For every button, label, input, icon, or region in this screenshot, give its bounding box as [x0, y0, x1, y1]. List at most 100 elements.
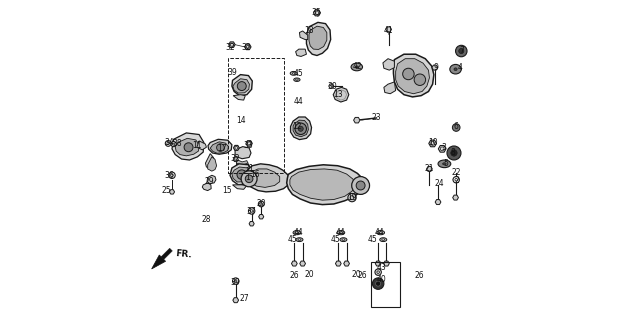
Circle shape	[171, 174, 173, 177]
Text: 45: 45	[287, 235, 297, 244]
Polygon shape	[426, 166, 433, 172]
Text: 20: 20	[304, 269, 314, 279]
Text: 3: 3	[441, 143, 446, 152]
Polygon shape	[249, 221, 254, 226]
Ellipse shape	[295, 232, 298, 234]
Polygon shape	[207, 175, 216, 184]
Polygon shape	[233, 79, 250, 93]
Circle shape	[169, 172, 175, 179]
Ellipse shape	[298, 239, 301, 240]
Polygon shape	[333, 87, 349, 102]
Text: 17: 17	[218, 144, 227, 153]
Polygon shape	[287, 165, 364, 204]
Polygon shape	[290, 117, 311, 140]
Circle shape	[231, 43, 234, 46]
Text: 44: 44	[336, 228, 345, 237]
Text: 29: 29	[205, 177, 214, 186]
Text: 32: 32	[231, 154, 240, 163]
Polygon shape	[233, 157, 239, 162]
Text: FR.: FR.	[174, 249, 192, 260]
Circle shape	[403, 68, 414, 80]
Circle shape	[455, 179, 457, 181]
Polygon shape	[394, 54, 434, 97]
Text: 25: 25	[161, 186, 171, 195]
Circle shape	[248, 208, 255, 214]
Ellipse shape	[450, 64, 461, 74]
Polygon shape	[249, 169, 280, 188]
Polygon shape	[232, 167, 250, 182]
Circle shape	[455, 45, 467, 57]
Polygon shape	[384, 82, 396, 94]
Polygon shape	[300, 31, 308, 40]
Circle shape	[414, 74, 426, 85]
Circle shape	[246, 45, 250, 49]
Polygon shape	[232, 75, 252, 96]
Circle shape	[172, 143, 174, 145]
Polygon shape	[197, 141, 206, 150]
Circle shape	[373, 278, 384, 289]
Polygon shape	[235, 147, 251, 159]
Circle shape	[376, 281, 381, 286]
Circle shape	[247, 142, 251, 145]
Polygon shape	[230, 164, 252, 185]
Ellipse shape	[382, 239, 384, 240]
Text: 37: 37	[246, 207, 256, 216]
Text: 44: 44	[375, 228, 384, 237]
Polygon shape	[233, 298, 239, 303]
Polygon shape	[438, 146, 446, 152]
Polygon shape	[205, 154, 215, 168]
Text: 44: 44	[294, 228, 303, 237]
Text: 27: 27	[240, 294, 250, 303]
Text: 32: 32	[241, 43, 251, 52]
Text: 18: 18	[304, 26, 314, 35]
Polygon shape	[172, 133, 204, 160]
Ellipse shape	[296, 238, 303, 242]
Circle shape	[216, 144, 224, 151]
Polygon shape	[175, 138, 199, 156]
Polygon shape	[233, 95, 245, 100]
Circle shape	[234, 280, 237, 282]
Circle shape	[431, 141, 434, 145]
Polygon shape	[329, 84, 334, 88]
Text: 45: 45	[294, 69, 303, 78]
Circle shape	[453, 177, 459, 183]
Polygon shape	[353, 117, 360, 123]
Text: 15: 15	[222, 186, 232, 195]
Text: 11: 11	[192, 141, 201, 150]
Text: 22: 22	[451, 168, 461, 177]
Text: 14: 14	[237, 116, 246, 125]
Ellipse shape	[295, 79, 298, 80]
Bar	[371, 262, 400, 307]
Text: 20: 20	[352, 269, 361, 279]
Polygon shape	[259, 214, 264, 219]
Circle shape	[352, 177, 370, 195]
Text: 40: 40	[377, 275, 386, 284]
Polygon shape	[245, 44, 251, 50]
Ellipse shape	[442, 163, 446, 165]
Circle shape	[167, 142, 169, 145]
Polygon shape	[232, 185, 247, 189]
Circle shape	[237, 82, 246, 91]
Polygon shape	[453, 195, 459, 200]
Polygon shape	[375, 261, 381, 266]
Ellipse shape	[355, 66, 358, 68]
Ellipse shape	[438, 160, 451, 168]
Polygon shape	[293, 120, 308, 137]
Text: 19: 19	[347, 193, 357, 202]
Polygon shape	[295, 49, 307, 56]
Text: 32: 32	[225, 43, 235, 52]
Polygon shape	[247, 164, 290, 192]
Text: 41: 41	[383, 26, 393, 35]
Polygon shape	[208, 139, 232, 154]
Polygon shape	[290, 169, 355, 200]
Ellipse shape	[454, 68, 457, 70]
Polygon shape	[429, 140, 436, 147]
Polygon shape	[169, 190, 174, 194]
Polygon shape	[229, 42, 235, 47]
Circle shape	[237, 170, 247, 180]
Text: 26: 26	[414, 271, 424, 280]
Circle shape	[350, 196, 354, 199]
Polygon shape	[234, 145, 239, 150]
Ellipse shape	[337, 230, 345, 235]
Circle shape	[260, 203, 263, 205]
